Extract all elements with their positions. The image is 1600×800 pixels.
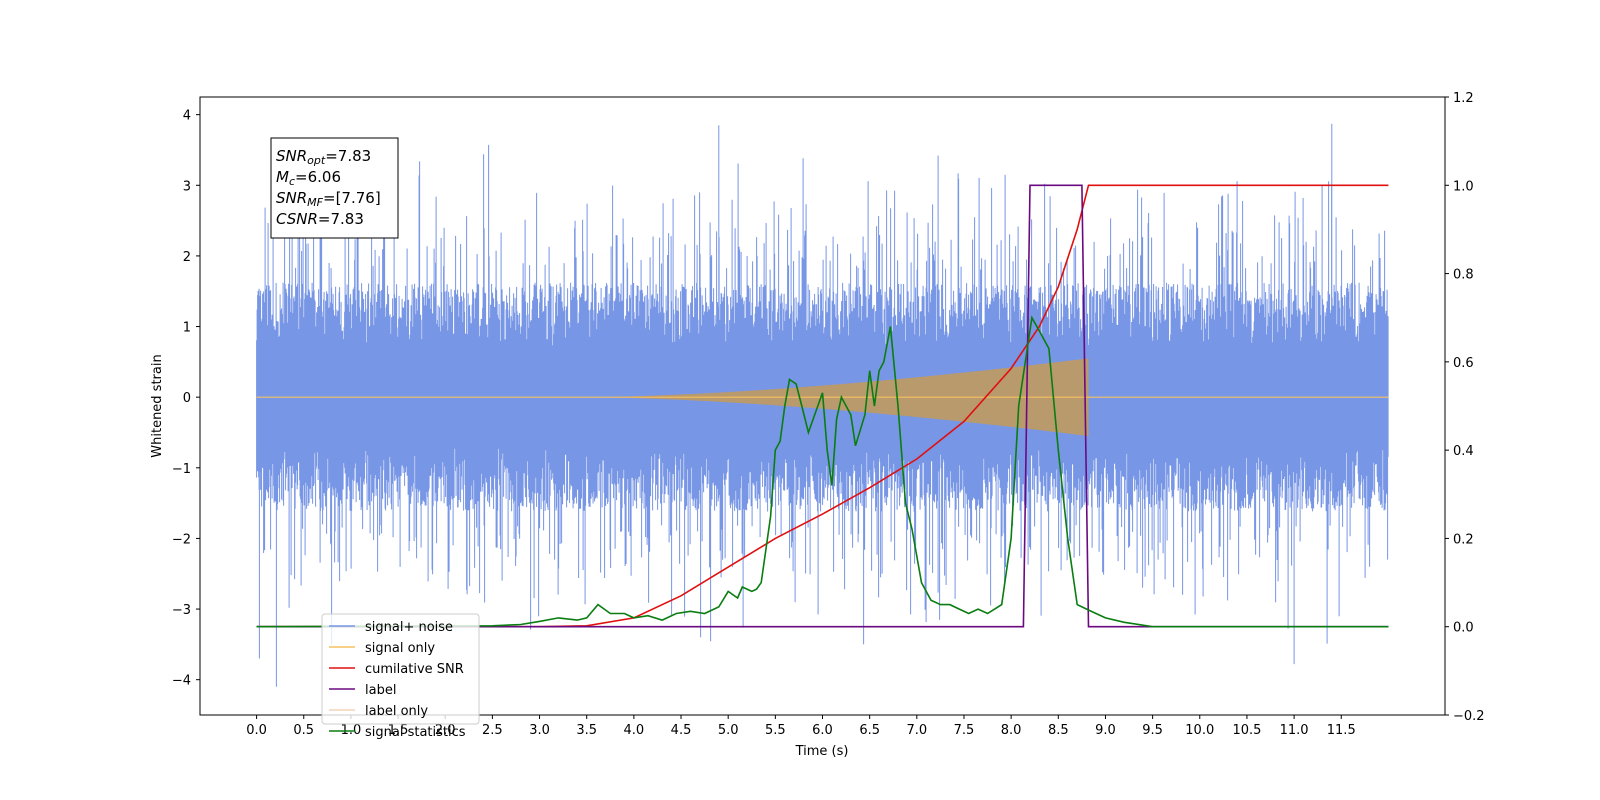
- x-tick-label: 9.5: [1142, 723, 1163, 738]
- y2-tick-label: 1.2: [1453, 91, 1474, 106]
- x-tick-label: 3.5: [576, 723, 597, 738]
- legend: signal+ noise signal only cumilative SNR la…: [321, 613, 480, 740]
- x-tick-label: 1.5: [388, 723, 409, 738]
- y-tick-label: 4: [183, 109, 191, 124]
- y2-tick-label: 0.0: [1453, 621, 1474, 636]
- y-tick-label: 0: [183, 391, 191, 406]
- legend-label: label: [365, 683, 396, 698]
- y-tick-label: 3: [183, 179, 191, 194]
- y-tick-label: 2: [183, 250, 191, 265]
- legend-label: signal only: [365, 641, 435, 656]
- y-axis-left: −4 −3 −2 −1 0 1 2 3 4: [172, 109, 200, 689]
- legend-label: label only: [365, 704, 428, 719]
- series-label: [256, 184, 1389, 628]
- x-tick-label: 4.5: [671, 723, 692, 738]
- annotation-line: SNRMF=[7.76]: [276, 189, 381, 209]
- legend-label: signal+ noise: [365, 620, 453, 635]
- y-tick-label: −1: [172, 462, 191, 477]
- y2-tick-label: −0.2: [1453, 709, 1485, 724]
- x-tick-label: 10.5: [1232, 723, 1261, 738]
- annotation-line: CSNR=7.83: [276, 210, 364, 228]
- x-tick-label: 11.5: [1327, 723, 1356, 738]
- x-tick-label: 3.0: [529, 723, 550, 738]
- x-axis-label: Time (s): [795, 744, 849, 759]
- y2-tick-label: 0.6: [1453, 356, 1474, 371]
- x-tick-label: 6.5: [859, 723, 880, 738]
- y-axis-right: −0.2 0.0 0.2 0.4 0.6 0.8 1.0 1.2: [1445, 91, 1485, 724]
- x-tick-label: 7.0: [906, 723, 927, 738]
- y2-tick-label: 1.0: [1453, 179, 1474, 194]
- annotation-frame: [270, 137, 399, 239]
- legend-label: cumilative SNR: [365, 662, 464, 677]
- x-axis: 0.0 0.5 1.0 1.5 2.0 2.5 3.0 3.5 4.0 4.5 5.0 5.5 6.0 6…: [246, 715, 1356, 738]
- y2-tick-label: 0.8: [1453, 268, 1474, 283]
- annotation-line: SNRopt=7.83: [276, 147, 371, 167]
- y2-tick-label: 0.2: [1453, 532, 1474, 547]
- y-tick-label: 1: [183, 321, 191, 336]
- x-tick-label: 7.5: [954, 723, 975, 738]
- y-axis-label: Whitened strain: [150, 354, 165, 457]
- series-lines: [256, 184, 1389, 628]
- x-tick-label: 2.0: [435, 723, 456, 738]
- y-tick-label: −4: [172, 674, 191, 689]
- x-tick-label: 0.5: [293, 723, 314, 738]
- y2-tick-label: 0.4: [1453, 444, 1474, 459]
- x-tick-label: 10.0: [1185, 723, 1214, 738]
- x-tick-label: 4.0: [624, 723, 645, 738]
- x-tick-label: 8.0: [1001, 723, 1022, 738]
- x-tick-label: 6.0: [812, 723, 833, 738]
- x-tick-label: 5.5: [765, 723, 786, 738]
- y-tick-label: −2: [172, 532, 191, 547]
- x-tick-label: 2.5: [482, 723, 503, 738]
- series-signal-statistics: [256, 315, 1389, 628]
- plot-area: [256, 123, 1389, 687]
- x-tick-label: 0.0: [246, 723, 267, 738]
- legend-frame: [321, 613, 480, 725]
- annotation-line: Mc=6.06: [276, 168, 341, 188]
- x-tick-label: 11.0: [1280, 723, 1309, 738]
- y-tick-label: −3: [172, 603, 191, 618]
- legend-label: signal statistics: [365, 725, 466, 740]
- series-cumilative-snr: [256, 184, 1389, 628]
- x-tick-label: 9.0: [1095, 723, 1116, 738]
- x-tick-label: 8.5: [1048, 723, 1069, 738]
- x-tick-label: 5.0: [718, 723, 739, 738]
